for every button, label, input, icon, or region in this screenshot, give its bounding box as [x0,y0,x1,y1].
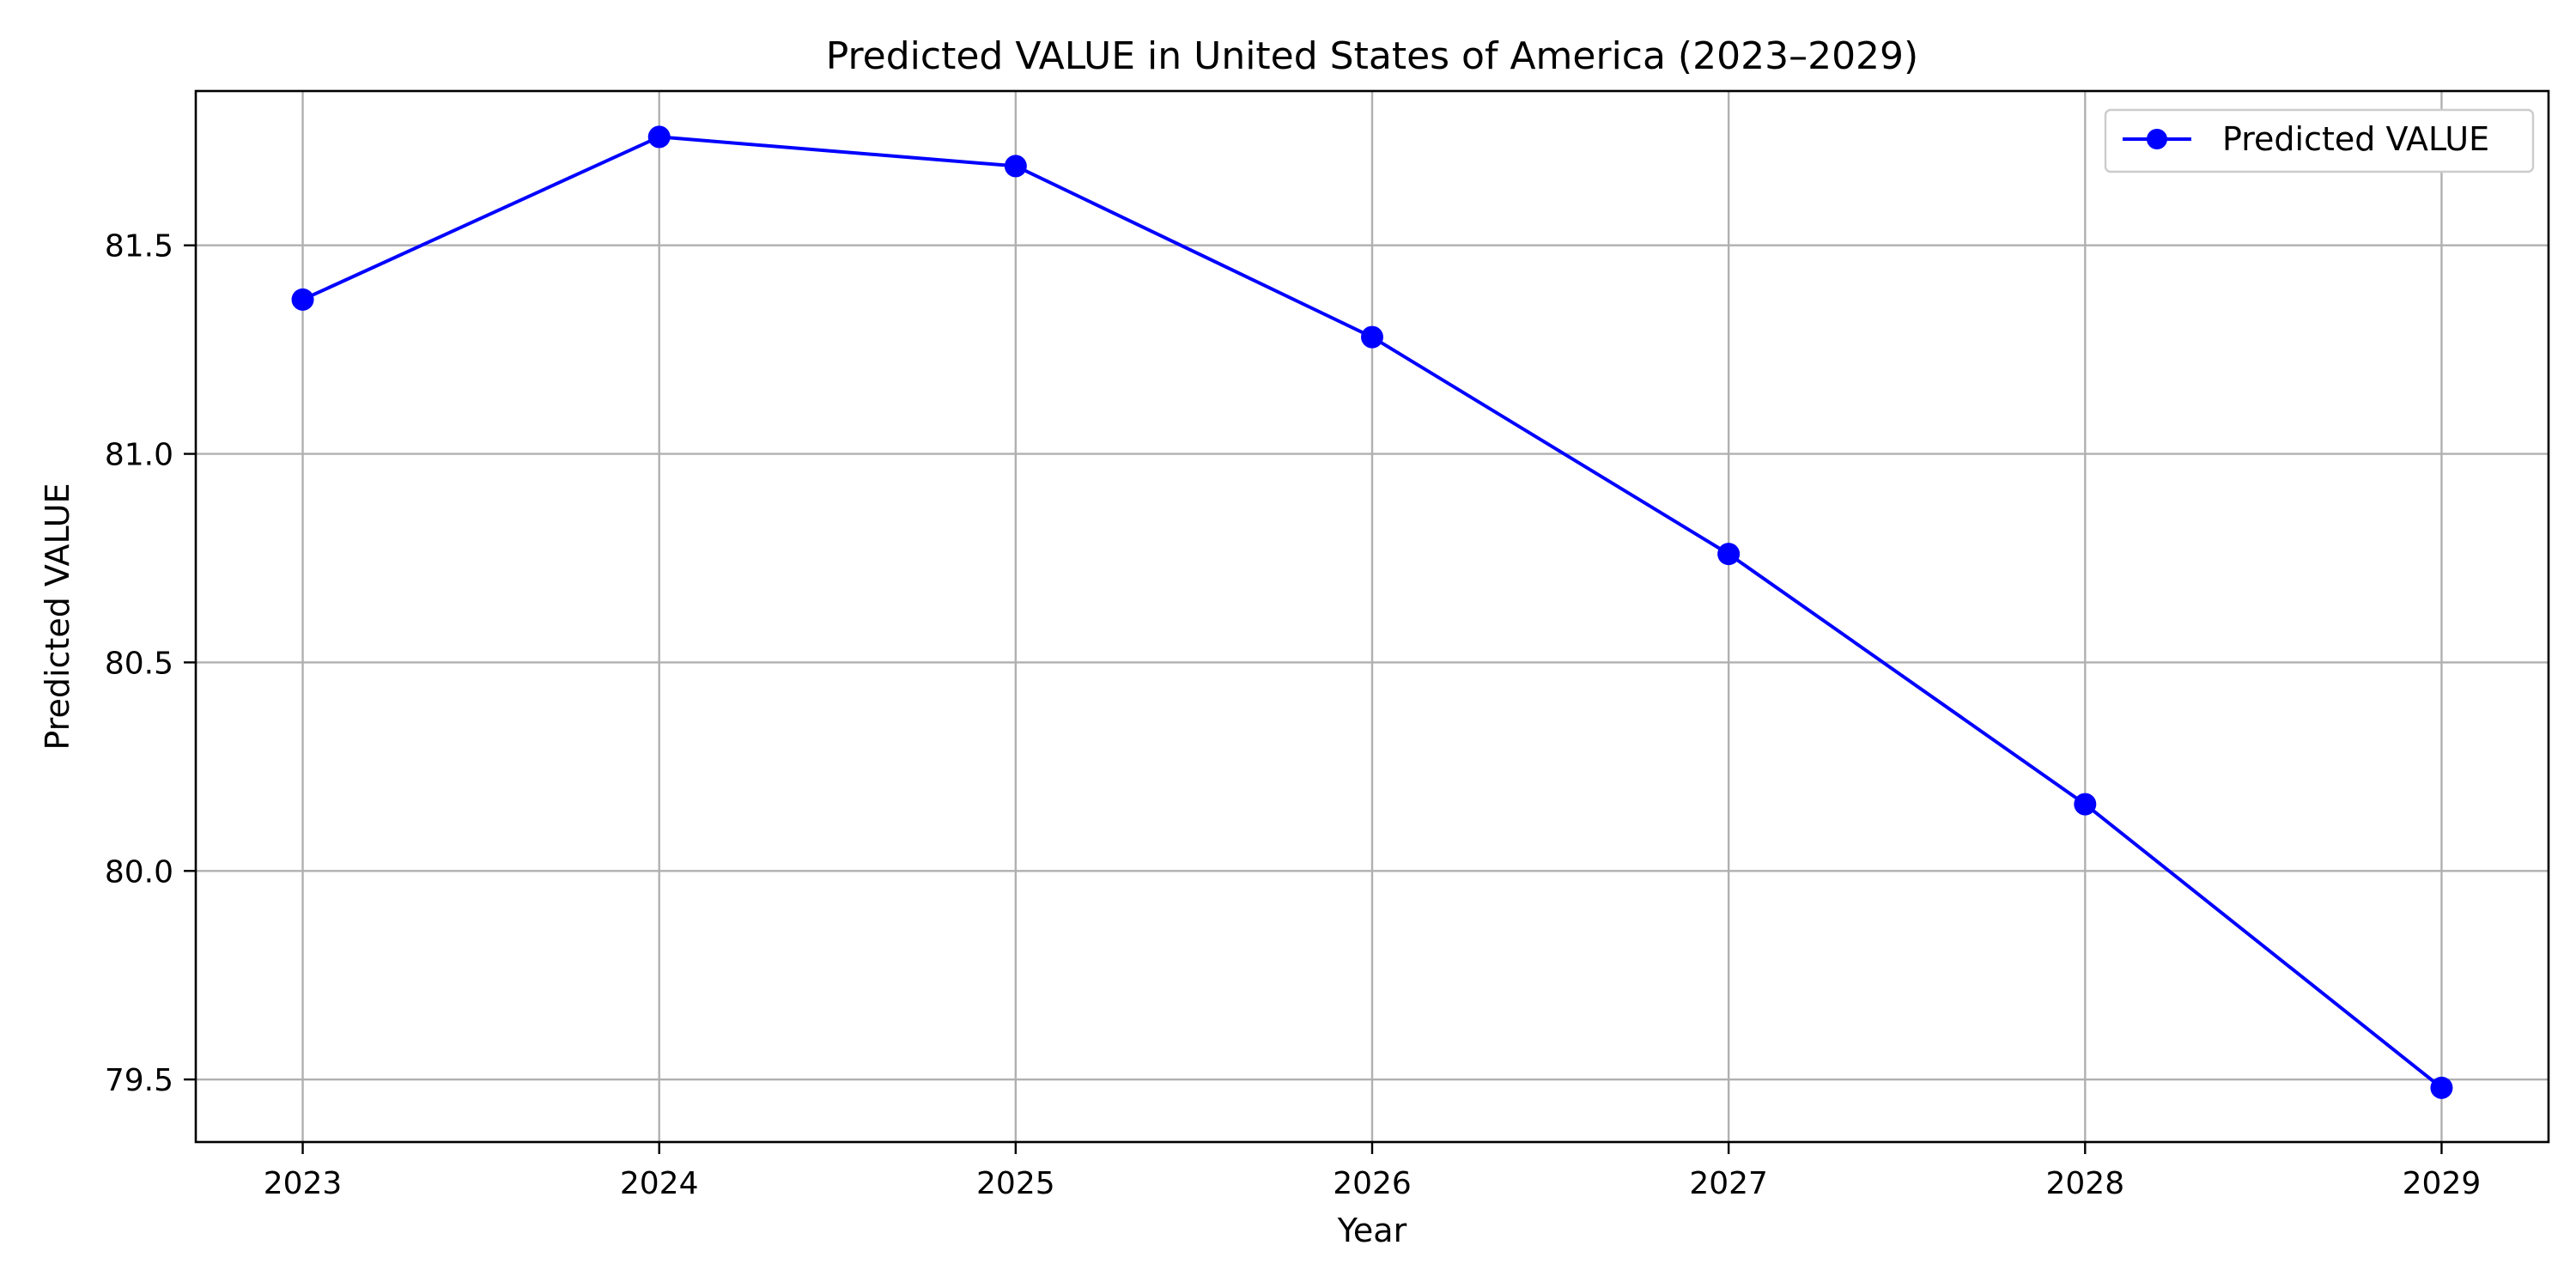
data-point [1361,325,1383,349]
y-tick-label: 79.5 [105,1063,173,1098]
y-tick-label: 81.5 [105,229,173,264]
data-point [291,288,314,311]
x-tick-label: 2028 [2045,1166,2124,1201]
x-tick-label: 2023 [264,1166,343,1201]
x-tick-label: 2027 [1689,1166,1768,1201]
grid-lines [196,91,2549,1142]
data-point [1717,543,1741,566]
data-point [647,125,671,149]
x-tick-label: 2024 [620,1166,699,1201]
series-group [291,125,2453,1099]
data-point [1004,155,1027,178]
y-axis-label: Predicted VALUE [39,483,76,750]
x-tick-label: 2025 [976,1166,1055,1201]
legend-frame [2104,108,2535,173]
x-tick-label: 2026 [1333,1166,1412,1201]
legend-marker-swatch [2147,129,2167,149]
y-tick-label: 80.5 [105,646,173,681]
x-tick-label: 2029 [2403,1166,2482,1201]
data-point [2074,793,2097,816]
chart-title: Predicted VALUE in United States of Amer… [826,34,1918,78]
legend-entry-label: Predicted VALUE [2222,120,2489,158]
axis-ticks: 2023 2024 2025 2026 2027 2028 2029 79.5 80.0 80.5… [105,229,2481,1201]
y-tick-label: 81.0 [105,438,173,473]
x-axis-label: Year [1337,1212,1407,1249]
y-tick-label: 80.0 [105,854,173,890]
plot-frame [194,89,2550,1144]
legend: Predicted VALUE [2104,108,2535,173]
data-point [2430,1076,2453,1099]
